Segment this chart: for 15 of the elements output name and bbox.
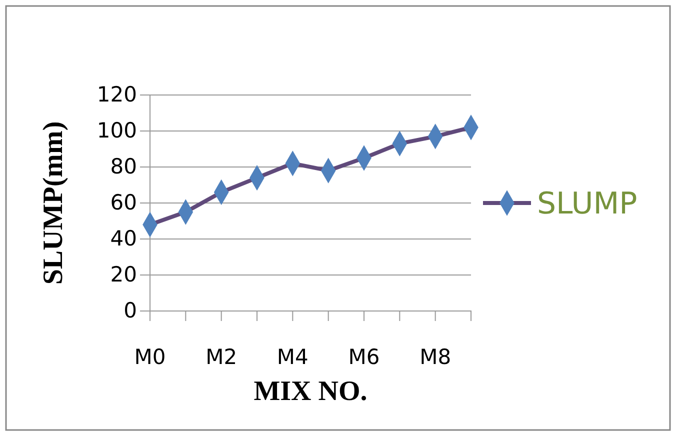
y-tick-label: 40 xyxy=(110,226,137,251)
y-tick-label: 20 xyxy=(110,262,137,287)
y-tick-label: 0 xyxy=(124,298,137,323)
x-tick-label: M0 xyxy=(134,344,166,369)
x-tick-label: M4 xyxy=(276,344,308,369)
x-tick-label: M2 xyxy=(206,344,238,369)
y-tick-label: 60 xyxy=(110,190,137,215)
y-tick-label: 120 xyxy=(96,82,137,107)
y-tick-label: 100 xyxy=(96,118,137,143)
y-tick-label: 80 xyxy=(110,154,137,179)
x-tick-label: M8 xyxy=(420,344,452,369)
legend-label: SLUMP xyxy=(537,186,638,222)
x-axis-title: MIX NO. xyxy=(254,376,368,407)
x-tick-label: M6 xyxy=(348,344,380,369)
y-axis-title: SLUMP(mm) xyxy=(38,121,69,285)
